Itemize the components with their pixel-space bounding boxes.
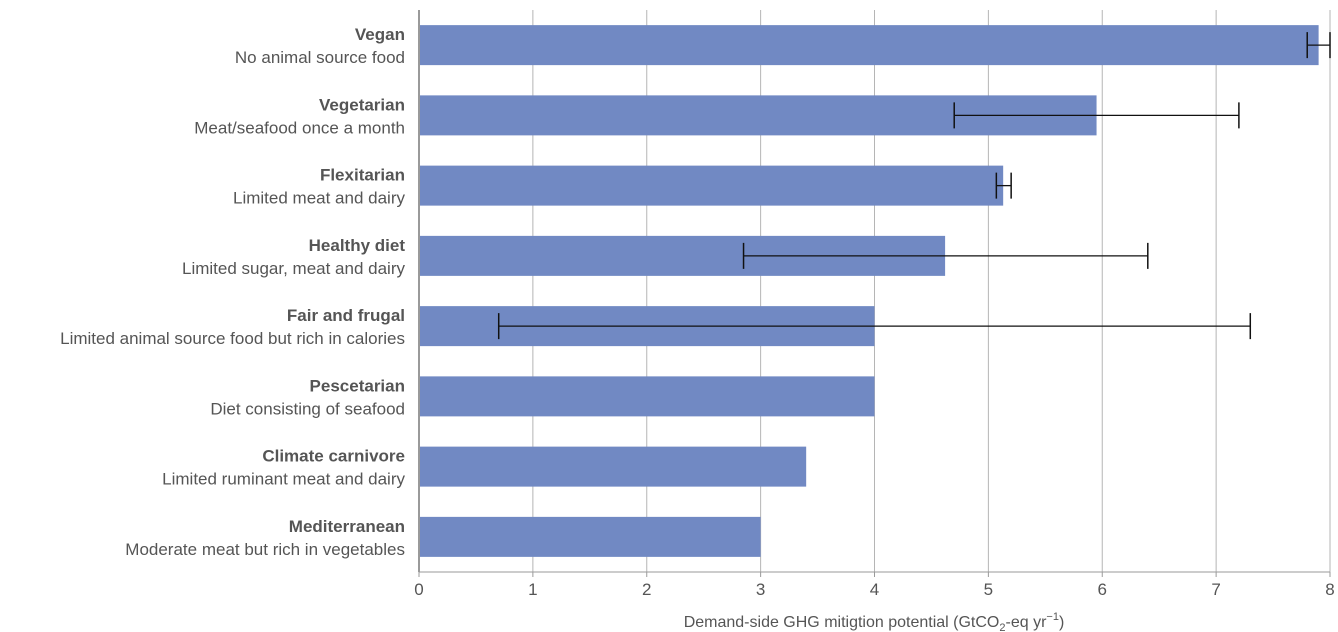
bar [419,376,875,417]
category-description: Limited meat and dairy [233,189,405,208]
x-tick-label: 5 [984,580,993,599]
category-description: Limited animal source food but rich in c… [60,329,405,348]
x-tick-labels: 0 1 2 3 4 5 6 7 8 [414,580,1334,599]
category-description: Moderate meat but rich in vegetables [125,540,405,559]
category-description: Limited sugar, meat and dairy [182,259,406,278]
category-description: Limited ruminant meat and dairy [162,470,405,489]
category-name: Vegan [355,25,405,44]
bar [419,446,807,487]
x-tick-label: 7 [1211,580,1220,599]
x-tick-label: 3 [756,580,765,599]
x-tick-label: 6 [1098,580,1107,599]
x-tick-label: 0 [414,580,423,599]
bar [419,165,1004,206]
bars [419,25,1319,557]
category-labels: Vegan No animal source food Vegetarian Meat… [60,25,405,559]
category-name: Healthy diet [309,236,406,255]
category-description: No animal source food [235,48,405,67]
error-bars [497,32,1331,340]
category-name: Vegetarian [319,95,405,114]
bar [419,516,761,557]
category-name: Flexitarian [320,166,405,185]
category-description: Diet consisting of seafood [210,399,405,418]
bar [419,25,1319,66]
x-tick-label: 8 [1325,580,1334,599]
x-tick-label: 2 [642,580,651,599]
x-tick-label: 1 [528,580,537,599]
x-tick-label: 4 [870,580,879,599]
category-name: Pescetarian [310,376,405,395]
category-name: Mediterranean [289,517,405,536]
x-axis-label: Demand-side GHG mitigtion potential (GtC… [684,611,1065,632]
category-name: Fair and frugal [287,306,405,325]
axes [418,10,1331,577]
grid-lines [532,10,1331,572]
category-name: Climate carnivore [262,447,405,466]
category-description: Meat/seafood once a month [194,118,405,137]
